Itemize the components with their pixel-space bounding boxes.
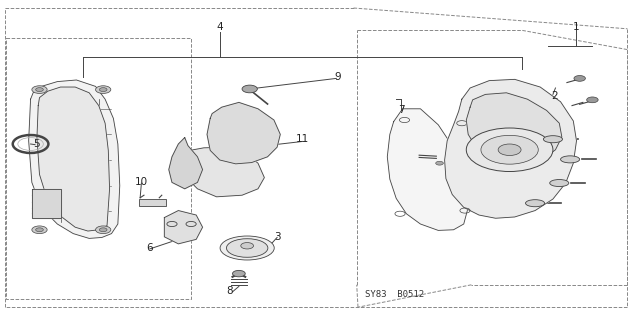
Circle shape [242, 85, 257, 93]
Circle shape [466, 128, 553, 172]
Ellipse shape [220, 236, 274, 260]
Polygon shape [466, 93, 562, 163]
Ellipse shape [543, 136, 562, 143]
Circle shape [36, 228, 43, 232]
Circle shape [36, 88, 43, 92]
Circle shape [96, 86, 111, 93]
Ellipse shape [526, 200, 545, 207]
Polygon shape [445, 79, 576, 218]
Polygon shape [164, 211, 203, 244]
Polygon shape [169, 138, 203, 189]
Ellipse shape [227, 239, 268, 257]
Polygon shape [29, 80, 120, 238]
Text: 7: 7 [398, 105, 404, 116]
Circle shape [32, 226, 47, 234]
Circle shape [241, 243, 254, 249]
Text: 11: 11 [296, 134, 309, 144]
Circle shape [587, 97, 598, 103]
Text: 3: 3 [274, 232, 280, 242]
Polygon shape [207, 102, 280, 164]
Bar [139, 199, 166, 206]
Circle shape [233, 270, 245, 277]
Circle shape [574, 76, 585, 81]
Circle shape [99, 88, 107, 92]
Polygon shape [32, 189, 61, 218]
Polygon shape [37, 87, 110, 231]
Circle shape [99, 228, 107, 232]
Text: SY83  B0512: SY83 B0512 [366, 290, 424, 299]
Circle shape [436, 161, 443, 165]
Text: 4: 4 [217, 22, 223, 32]
Polygon shape [188, 147, 264, 197]
Ellipse shape [550, 180, 569, 187]
Ellipse shape [561, 156, 580, 163]
Polygon shape [387, 109, 468, 230]
Text: 5: 5 [34, 139, 40, 149]
Circle shape [498, 144, 521, 156]
Circle shape [32, 86, 47, 93]
Text: 6: 6 [147, 243, 153, 253]
Text: 1: 1 [573, 22, 580, 32]
Text: 8: 8 [226, 286, 233, 296]
Text: 9: 9 [334, 72, 341, 82]
Circle shape [481, 135, 538, 164]
Text: 2: 2 [551, 91, 557, 101]
Text: 10: 10 [135, 177, 148, 188]
Circle shape [96, 226, 111, 234]
